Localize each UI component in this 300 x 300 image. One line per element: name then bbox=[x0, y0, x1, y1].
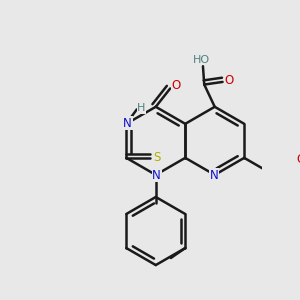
Text: O: O bbox=[224, 74, 234, 87]
Text: N: N bbox=[210, 169, 219, 182]
Text: S: S bbox=[154, 152, 161, 164]
Text: H: H bbox=[137, 103, 146, 113]
Text: O: O bbox=[171, 80, 181, 92]
Text: N: N bbox=[152, 169, 161, 182]
Text: N: N bbox=[123, 117, 132, 130]
Text: HO: HO bbox=[193, 55, 210, 65]
Text: O: O bbox=[296, 153, 300, 166]
